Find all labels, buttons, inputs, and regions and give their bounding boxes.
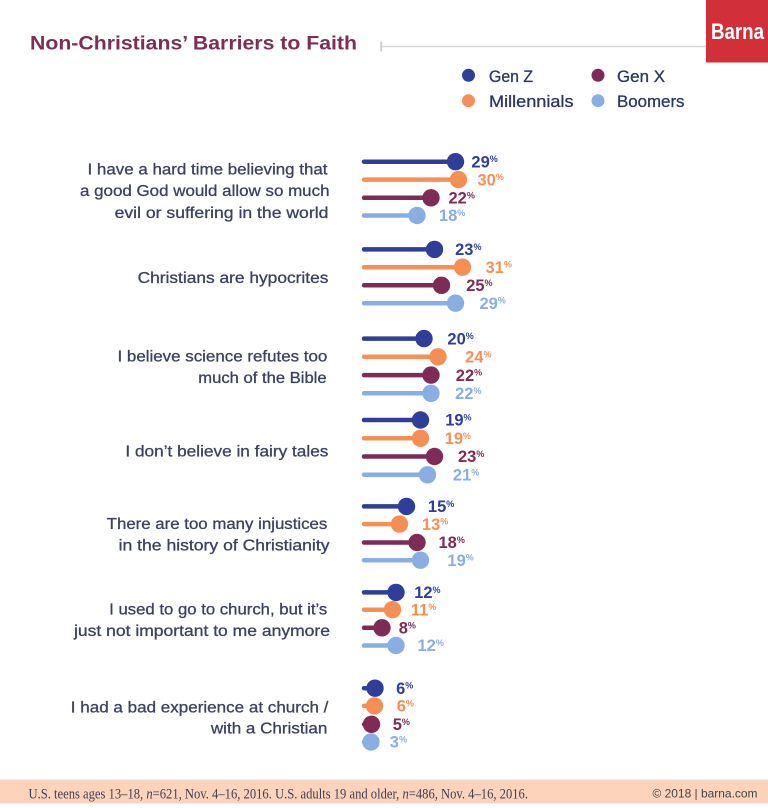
svg-text:just not important to me anymo: just not important to me anymore xyxy=(73,623,330,640)
svg-text:Barna: Barna xyxy=(711,19,765,44)
svg-text:I used to go to church, but it: I used to go to church, but it’s xyxy=(109,602,327,619)
svg-text:I had a bad experience at chur: I had a bad experience at church / xyxy=(71,699,329,716)
svg-text:© 2018 | barna.com: © 2018 | barna.com xyxy=(653,787,758,801)
svg-text:I don’t believe in fairy tales: I don’t believe in fairy tales xyxy=(125,444,328,461)
svg-text:much of the Bible: much of the Bible xyxy=(198,370,326,387)
svg-text:Millennials: Millennials xyxy=(489,92,574,111)
svg-text:Christians are hypocrites: Christians are hypocrites xyxy=(138,270,329,287)
svg-text:Gen Z: Gen Z xyxy=(489,67,533,86)
svg-text:a good God would allow so much: a good God would allow so much xyxy=(80,183,330,200)
svg-text:I have a hard time believing t: I have a hard time believing that xyxy=(88,161,329,178)
svg-text:evil or suffering in the world: evil or suffering in the world xyxy=(115,205,329,222)
svg-text:U.S. teens ages 13–18, n=621,: U.S. teens ages 13–18, n=621, Nov. 4–16,… xyxy=(29,787,529,803)
svg-text:Boomers: Boomers xyxy=(617,92,685,111)
svg-text:There are too many injustices: There are too many injustices xyxy=(107,516,328,533)
svg-text:in the history of Christianity: in the history of Christianity xyxy=(119,538,330,555)
svg-text:I believe science refutes too: I believe science refutes too xyxy=(118,349,328,366)
svg-text:Gen X: Gen X xyxy=(617,67,665,86)
svg-text:Non-Christians’ Barriers to Fa: Non-Christians’ Barriers to Faith xyxy=(30,34,357,55)
svg-text:with a Christian: with a Christian xyxy=(210,721,327,738)
